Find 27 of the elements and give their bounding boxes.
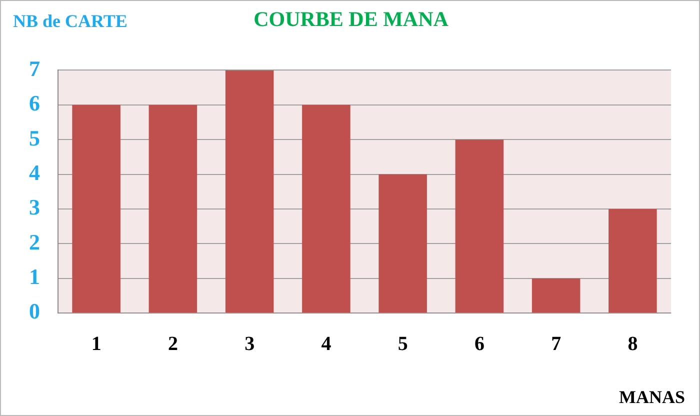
x-tick-label: 8: [628, 333, 638, 356]
y-tick-label: 2: [29, 229, 40, 254]
y-tick-label: 6: [29, 90, 40, 116]
y-tick-label: 1: [29, 264, 40, 289]
x-tick-label: 5: [398, 333, 408, 356]
bar: [378, 174, 427, 312]
y-tick-label: 5: [29, 125, 40, 150]
y-axis-title: NB de CARTE: [13, 11, 128, 32]
x-tick-label: 7: [551, 333, 562, 356]
x-tick-label: 2: [168, 333, 178, 356]
x-axis-title: MANAS: [619, 387, 685, 408]
y-tick-label: 0: [29, 298, 40, 324]
y-tick-label: 4: [29, 160, 40, 185]
chart-title: COURBE DE MANA: [254, 7, 448, 31]
y-tick-label: 7: [29, 56, 40, 81]
x-tick-label: 1: [91, 333, 102, 356]
bar: [302, 104, 350, 312]
x-tick-label: 4: [321, 333, 332, 356]
bar: [532, 278, 580, 312]
bar: [225, 70, 274, 312]
bar: [455, 140, 504, 312]
bar: [148, 104, 198, 312]
x-tick-label: 6: [474, 333, 484, 356]
x-tick-label: 3: [244, 333, 255, 356]
y-tick-label: 3: [29, 194, 40, 220]
bar: [72, 104, 120, 312]
bar: [608, 208, 657, 312]
